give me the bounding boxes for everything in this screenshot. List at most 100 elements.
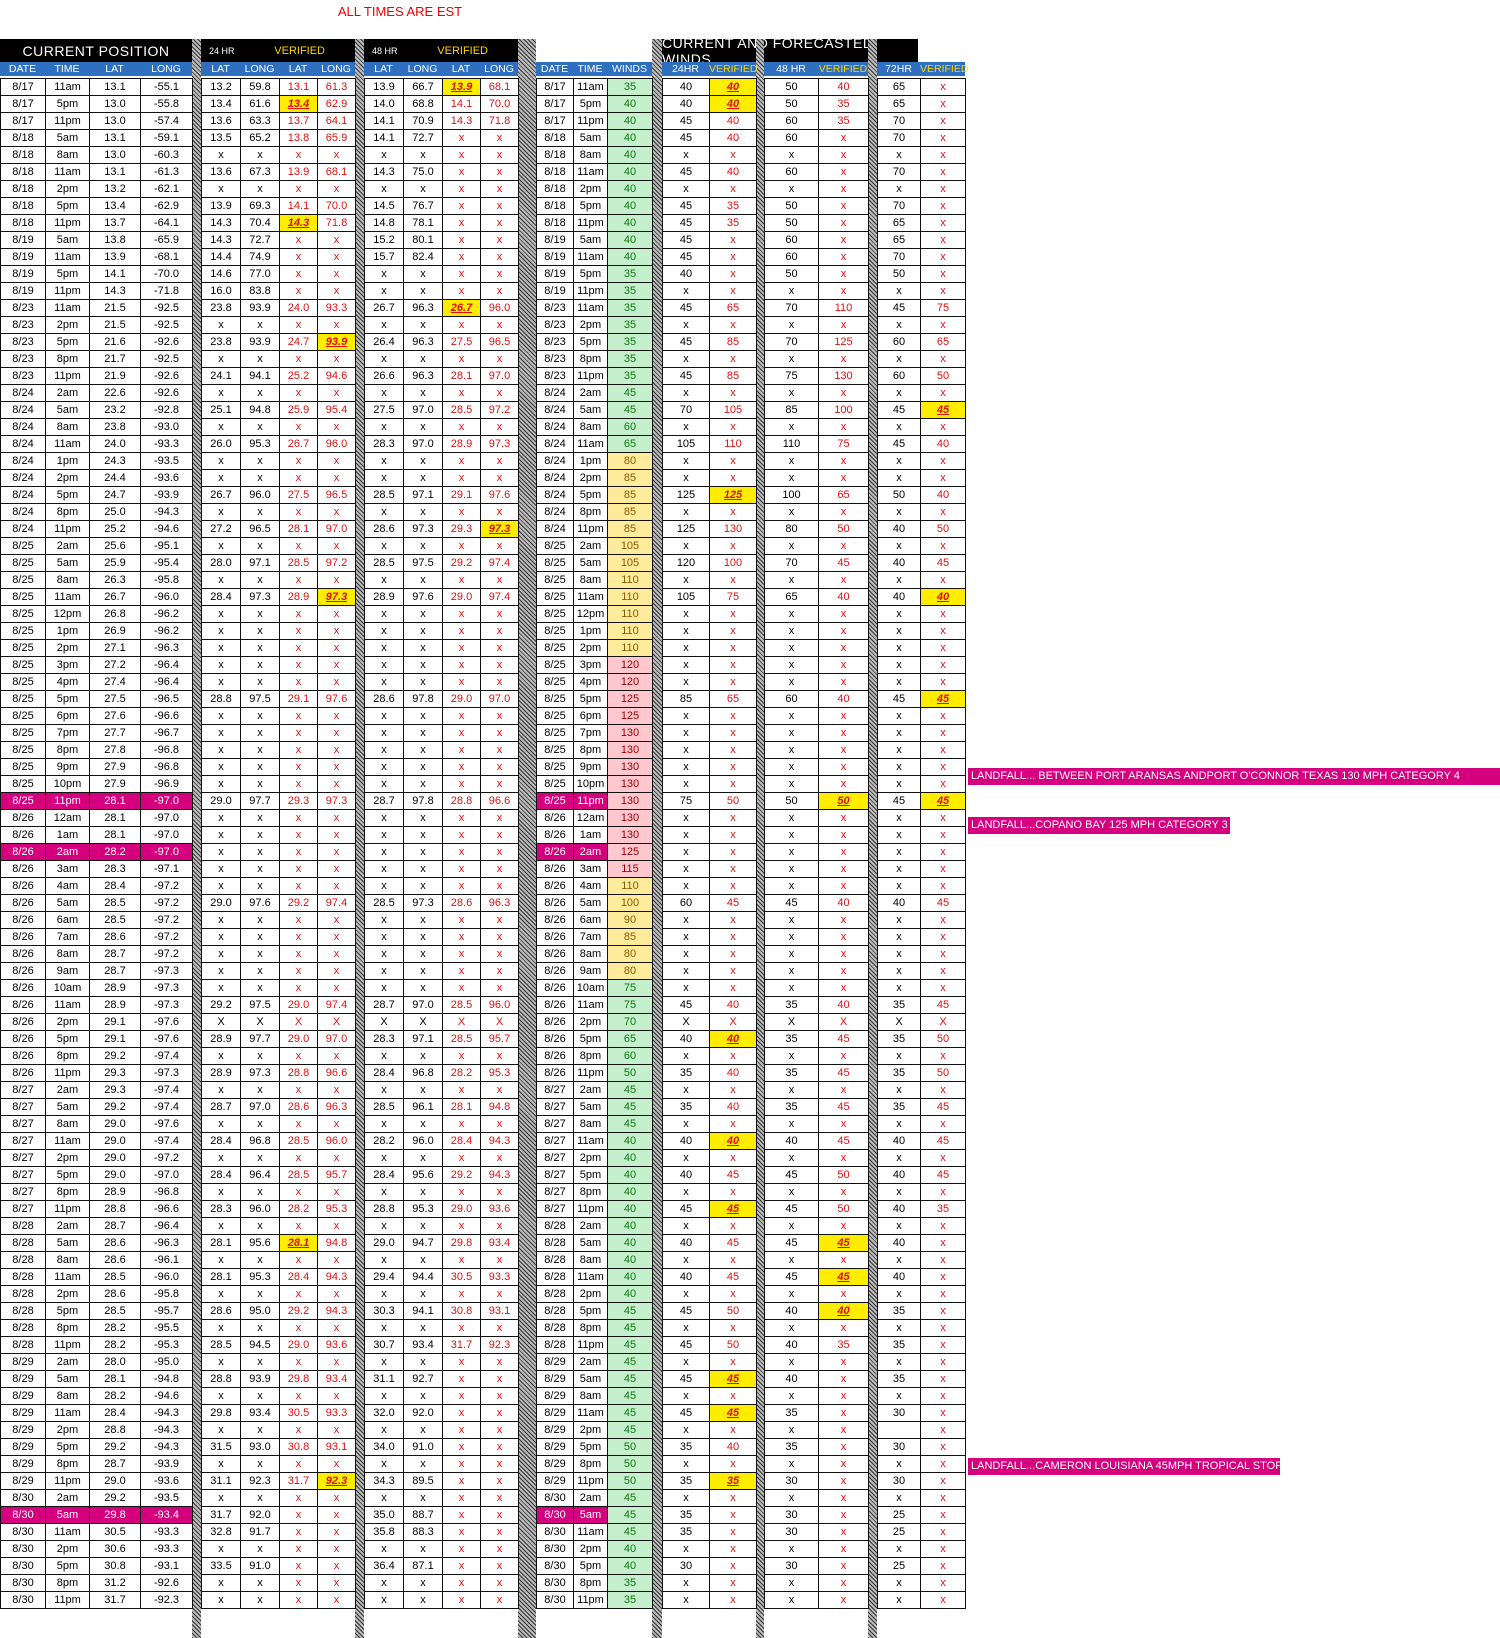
verified-forecast-cell: 29.2 [442,554,481,572]
lat-cell: 28.5 [89,1302,141,1320]
forecast-cell: x [403,639,443,657]
verified-forecast-cell: 26.7 [442,299,481,317]
verified-forecast-cell: x [480,265,519,283]
wind-verified-cell: x [818,197,869,215]
verified-forecast-cell: x [480,316,519,334]
verified-forecast-cell: 71.8 [317,214,356,232]
verified-forecast-cell: x [442,877,481,895]
forecast-cell: 26.6 [364,367,404,385]
forecast-cell: 34.0 [364,1438,404,1456]
wind-verified-cell: x [920,1472,966,1490]
verified-forecast-cell: x [442,1251,481,1269]
verified-forecast-cell: x [317,741,356,759]
wind-forecast-cell: x [662,1115,710,1133]
table-row: 8/26 2pm 29.1 -97.6 [0,1013,193,1031]
wind-verified-cell: 40 [709,1030,757,1048]
verified-forecast-cell: 94.6 [317,367,356,385]
verified-forecast-cell: x [480,1251,519,1269]
lat-cell: 13.1 [89,163,141,181]
wind-forecast-cell: 40 [662,1132,710,1150]
table-row: 8/29 5pm 50 [536,1438,653,1456]
long-cell: -96.9 [140,775,193,793]
verified-forecast-cell: x [279,146,318,164]
lat-cell: 25.0 [89,503,141,521]
forecast-cell: 30.3 [364,1302,404,1320]
lat-cell: 28.6 [89,1234,141,1252]
wind-forecast-cell: x [662,911,710,929]
forecast-cell: 25.1 [201,401,241,419]
wind-verified-cell: x [920,197,966,215]
table-row: 8/26 5pm 65 [536,1030,653,1048]
wind-speed-cell: 35 [607,350,653,368]
forecast-cell: 29.0 [364,1234,404,1252]
verified-forecast-cell: 28.1 [279,1234,318,1252]
lat-cell: 26.9 [89,622,141,640]
wind-forecast-cell: 70 [764,554,819,572]
wind-forecast-cell: 30 [764,1557,819,1575]
table-row: 25.1 94.8 25.9 95.4 [201,401,356,419]
wind-time-cell: 6pm [573,707,608,725]
date-cell: 8/25 [0,792,46,810]
table-row: 65 x [877,95,966,113]
verified-forecast-cell: x [480,248,519,266]
verified-forecast-cell: x [442,673,481,691]
wind-date-cell: 8/24 [536,486,574,504]
wind-speed-cell: 90 [607,911,653,929]
forecast-cell: x [364,1115,404,1133]
verified-forecast-cell: x [317,962,356,980]
forecast-cell: x [364,1285,404,1303]
verified-forecast-cell: x [480,1081,519,1099]
wind-verified-cell: x [709,656,757,674]
forecast-cell: x [403,673,443,691]
forecast-cell: 97.6 [403,588,443,606]
wind-date-cell: 8/27 [536,1200,574,1218]
date-cell: 8/28 [0,1302,46,1320]
forecast-cell: 96.0 [240,1200,280,1218]
wind-verified-cell: x [709,962,757,980]
lat-cell: 29.2 [89,1489,141,1507]
long-cell: -97.6 [140,1115,193,1133]
time-cell: 2pm [45,1013,90,1031]
forecast-cell: x [364,809,404,827]
forecast-cell: x [364,350,404,368]
date-cell: 8/26 [0,1047,46,1065]
wind-forecast-cell: x [764,316,819,334]
table-row: 8/28 11pm 45 [536,1336,653,1354]
wind-time-cell: 4am [573,877,608,895]
lat-cell: 13.4 [89,197,141,215]
table-row: 45 40 [662,163,757,181]
verified-forecast-cell: x [317,860,356,878]
forecast-cell: x [240,316,280,334]
table-row: 40 40 [662,95,757,113]
table-row: 40 45 [662,1166,757,1184]
verified-forecast-cell: 29.2 [279,1302,318,1320]
verified-forecast-cell: x [480,197,519,215]
verified-forecast-cell: x [317,639,356,657]
wind-forecast-cell: x [877,282,921,300]
lat-cell: 29.2 [89,1047,141,1065]
date-cell: 8/26 [0,1064,46,1082]
verified-forecast-cell: x [279,231,318,249]
table-row: 8/25 5am 105 [536,554,653,572]
wind-verified-cell: x [709,1115,757,1133]
lat-cell: 28.2 [89,1336,141,1354]
wind-date-cell: 8/23 [536,367,574,385]
table-row: 8/24 11pm 85 [536,520,653,538]
time-cell: 8am [45,1387,90,1405]
wind-forecast-cell: 40 [662,78,710,96]
wind-time-cell: 11am [573,1268,608,1286]
long-cell: -97.3 [140,962,193,980]
verified-forecast-cell: x [442,197,481,215]
table-row: 8/17 5pm 40 [536,95,653,113]
table-row: 13.6 67.3 13.9 68.1 [201,163,356,181]
forecast-cell: x [364,1251,404,1269]
